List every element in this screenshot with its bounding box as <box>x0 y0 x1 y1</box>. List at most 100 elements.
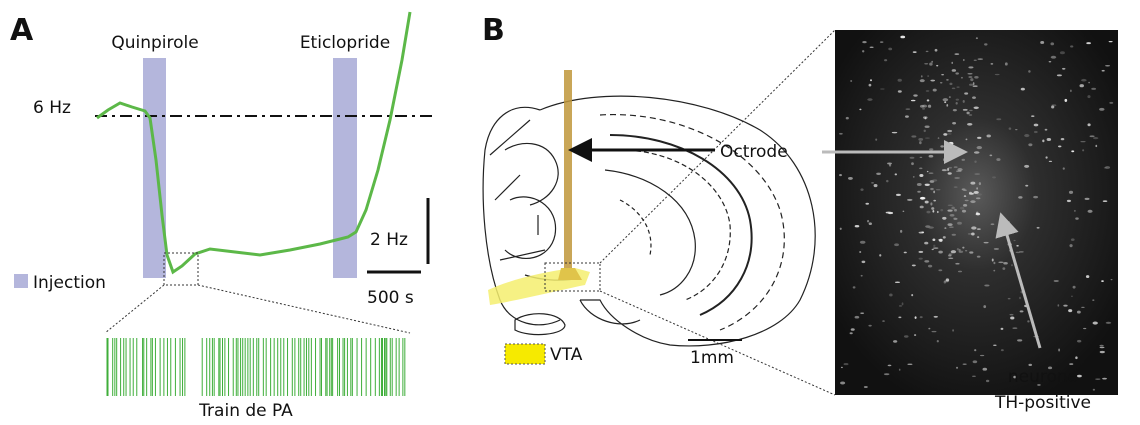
cell <box>976 255 981 258</box>
cell <box>927 104 932 108</box>
cell <box>1037 384 1041 386</box>
cell <box>1092 137 1099 140</box>
cell <box>962 246 965 249</box>
cell <box>947 167 950 171</box>
cell <box>894 243 899 247</box>
cell <box>1046 138 1052 142</box>
cell <box>911 162 914 166</box>
legend-label: Injection <box>33 273 106 293</box>
cell <box>876 172 881 175</box>
cell <box>949 82 953 86</box>
cell <box>973 151 980 154</box>
cell <box>1028 143 1033 147</box>
cell <box>1011 264 1013 267</box>
cell <box>898 305 903 307</box>
cell <box>916 183 922 187</box>
cell <box>977 136 982 139</box>
cell <box>869 46 874 48</box>
cell <box>998 261 1004 264</box>
cell <box>1072 285 1076 289</box>
cell <box>962 363 967 365</box>
cell <box>862 40 867 44</box>
cell <box>1099 350 1105 354</box>
cell <box>1048 366 1053 370</box>
cell <box>1015 251 1020 254</box>
cell <box>951 61 954 65</box>
cell <box>996 158 1001 161</box>
cell <box>983 305 987 309</box>
cell <box>952 108 957 112</box>
cell <box>946 104 949 107</box>
cell <box>887 162 892 165</box>
cell <box>975 197 981 200</box>
cell <box>883 373 890 376</box>
cell <box>1013 375 1017 379</box>
cell <box>1069 363 1074 365</box>
cell <box>951 233 956 236</box>
cell <box>947 172 952 175</box>
cell <box>898 368 901 371</box>
cell <box>840 366 843 369</box>
cell <box>978 182 982 186</box>
cell <box>887 364 892 367</box>
cell <box>1060 137 1065 141</box>
cell <box>948 166 953 169</box>
cell <box>986 134 991 138</box>
cell <box>839 227 842 230</box>
cell <box>1013 239 1016 242</box>
cell <box>907 198 913 201</box>
cell <box>964 199 969 202</box>
cell <box>924 125 930 128</box>
cell <box>976 228 981 230</box>
panel-label: B <box>482 13 505 48</box>
cell <box>919 205 924 209</box>
cell <box>912 175 915 178</box>
cell <box>860 312 865 314</box>
cell <box>933 190 936 194</box>
cell <box>919 79 925 83</box>
cell <box>1076 310 1081 314</box>
cell <box>1063 304 1068 307</box>
cell <box>956 86 960 88</box>
cell <box>939 82 943 84</box>
cell <box>880 88 885 90</box>
cell <box>922 107 926 110</box>
cell <box>940 145 944 148</box>
cell <box>865 202 870 205</box>
cell <box>1056 74 1062 77</box>
cell <box>868 222 872 225</box>
cell <box>973 59 977 61</box>
cell <box>984 284 990 287</box>
cell <box>967 122 973 126</box>
cell <box>973 190 979 194</box>
cell <box>902 210 905 212</box>
cell <box>933 247 939 250</box>
cell <box>897 78 902 82</box>
cell <box>924 117 927 120</box>
cell <box>868 324 872 327</box>
cell <box>913 334 917 336</box>
zoom-line <box>197 284 411 334</box>
cell <box>1010 316 1015 320</box>
cell <box>927 75 930 77</box>
cell <box>1076 374 1082 378</box>
cell <box>946 79 949 81</box>
electrode <box>564 70 572 270</box>
cell <box>894 281 900 284</box>
cell <box>974 160 977 163</box>
cell <box>931 60 934 63</box>
cell <box>919 174 924 177</box>
cell <box>968 66 974 69</box>
cell <box>909 156 915 159</box>
cell <box>924 241 929 245</box>
cell <box>994 73 1000 76</box>
cell <box>1025 184 1029 187</box>
cell <box>1004 62 1008 66</box>
cell <box>977 236 980 239</box>
cell <box>1028 70 1031 73</box>
cell <box>972 85 978 87</box>
cell <box>1009 313 1014 316</box>
cell <box>953 166 958 168</box>
scale-label: 1mm <box>690 348 734 368</box>
